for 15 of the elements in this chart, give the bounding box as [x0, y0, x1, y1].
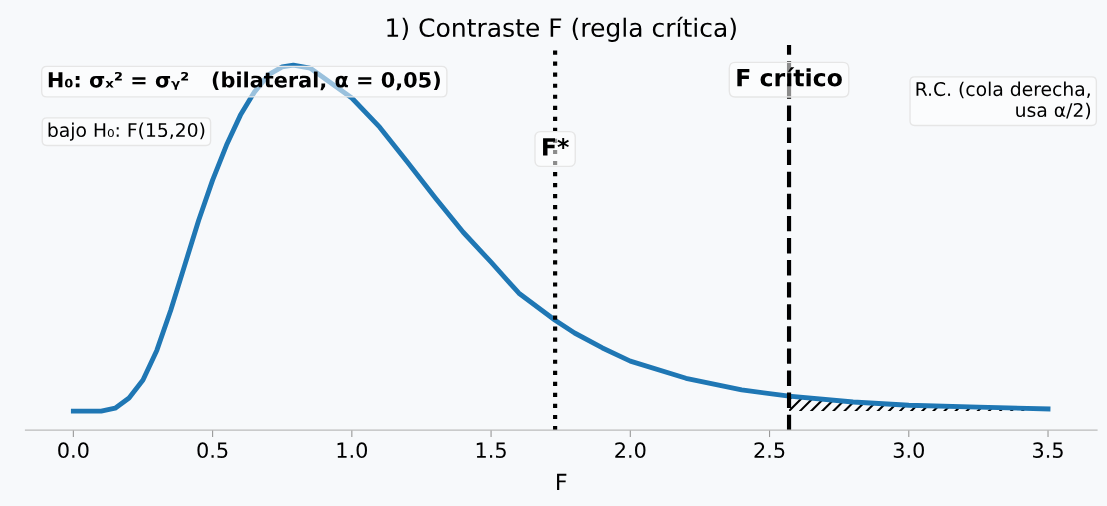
x-tick-label: 3.0	[893, 442, 924, 459]
x-tick-label: 3.5	[1033, 442, 1063, 459]
x-tick-label: 0.5	[197, 442, 228, 459]
ref-line-label: F crítico	[737, 67, 842, 87]
x-tick-label: 1.5	[476, 442, 506, 459]
annotation: H₀: σₓ² = σᵧ² (bilateral, α = 0,05)	[48, 71, 440, 91]
annotation: bajo H₀: F(15,20)	[48, 122, 205, 141]
chart-title: 1) Contraste F (regla crítica)	[387, 16, 736, 42]
band-label: R.C. (cola derecha, usa α/2)	[916, 81, 1091, 120]
x-tick-label: 2.0	[615, 442, 646, 459]
ref-line-label: F*	[543, 137, 569, 156]
x-axis-title: F	[557, 473, 567, 491]
x-tick-label: 2.5	[754, 442, 785, 459]
x-tick-label: 0.0	[58, 442, 89, 459]
x-tick-label: 1.0	[337, 442, 368, 459]
